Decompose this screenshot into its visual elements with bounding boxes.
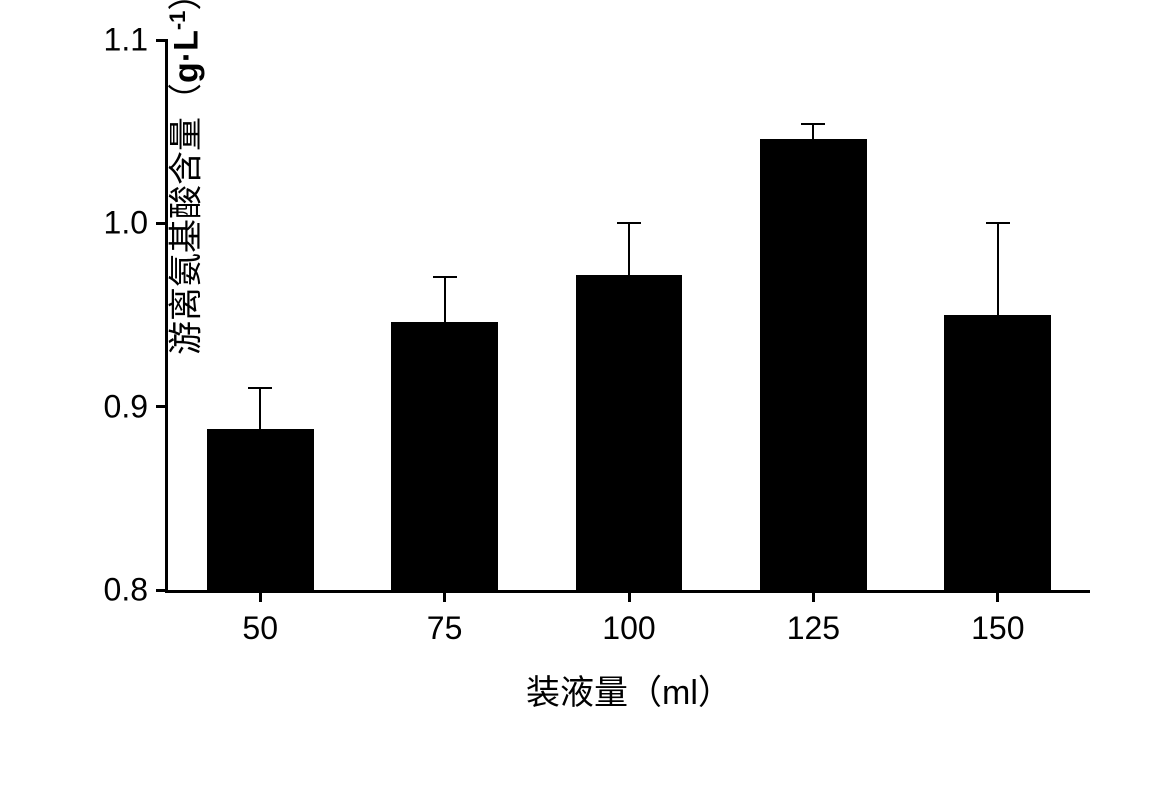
- error-bar-cap: [801, 123, 825, 125]
- y-tick: [156, 39, 168, 42]
- x-tick: [812, 590, 815, 602]
- y-axis-label: 游离氨基酸含量（g·L-1）: [159, 0, 208, 355]
- error-bar: [628, 223, 630, 274]
- error-bar-cap: [986, 222, 1010, 224]
- bar: [576, 275, 683, 590]
- bar: [944, 315, 1051, 590]
- error-bar-cap: [617, 222, 641, 224]
- bar-chart: 游离氨基酸含量（g·L-1） 装液量（ml） 0.8 0.9 1.0 1.1 50 75 1…: [0, 0, 1157, 809]
- error-bar: [259, 388, 261, 428]
- x-tick-label: 75: [427, 610, 463, 647]
- y-tick-label: 1.0: [104, 205, 148, 242]
- error-bar-cap: [248, 387, 272, 389]
- x-tick-label: 150: [971, 610, 1024, 647]
- error-bar: [997, 223, 999, 315]
- error-bar-cap: [433, 276, 457, 278]
- x-tick: [628, 590, 631, 602]
- x-tick: [443, 590, 446, 602]
- x-tick: [996, 590, 999, 602]
- x-tick-label: 50: [242, 610, 278, 647]
- y-tick: [156, 405, 168, 408]
- x-tick: [259, 590, 262, 602]
- y-tick-label: 0.8: [104, 572, 148, 609]
- x-tick-label: 125: [787, 610, 840, 647]
- x-tick-label: 100: [602, 610, 655, 647]
- plot-area: 游离氨基酸含量（g·L-1） 装液量（ml） 0.80.91.01.150751…: [165, 40, 1090, 593]
- y-tick-label: 0.9: [104, 388, 148, 425]
- x-axis-label: 装液量（ml）: [526, 665, 732, 714]
- bar: [760, 139, 867, 590]
- error-bar: [812, 124, 814, 139]
- y-tick: [156, 222, 168, 225]
- y-tick-label: 1.1: [104, 22, 148, 59]
- bar: [207, 429, 314, 590]
- bar: [391, 322, 498, 590]
- error-bar: [444, 277, 446, 323]
- y-tick: [156, 589, 168, 592]
